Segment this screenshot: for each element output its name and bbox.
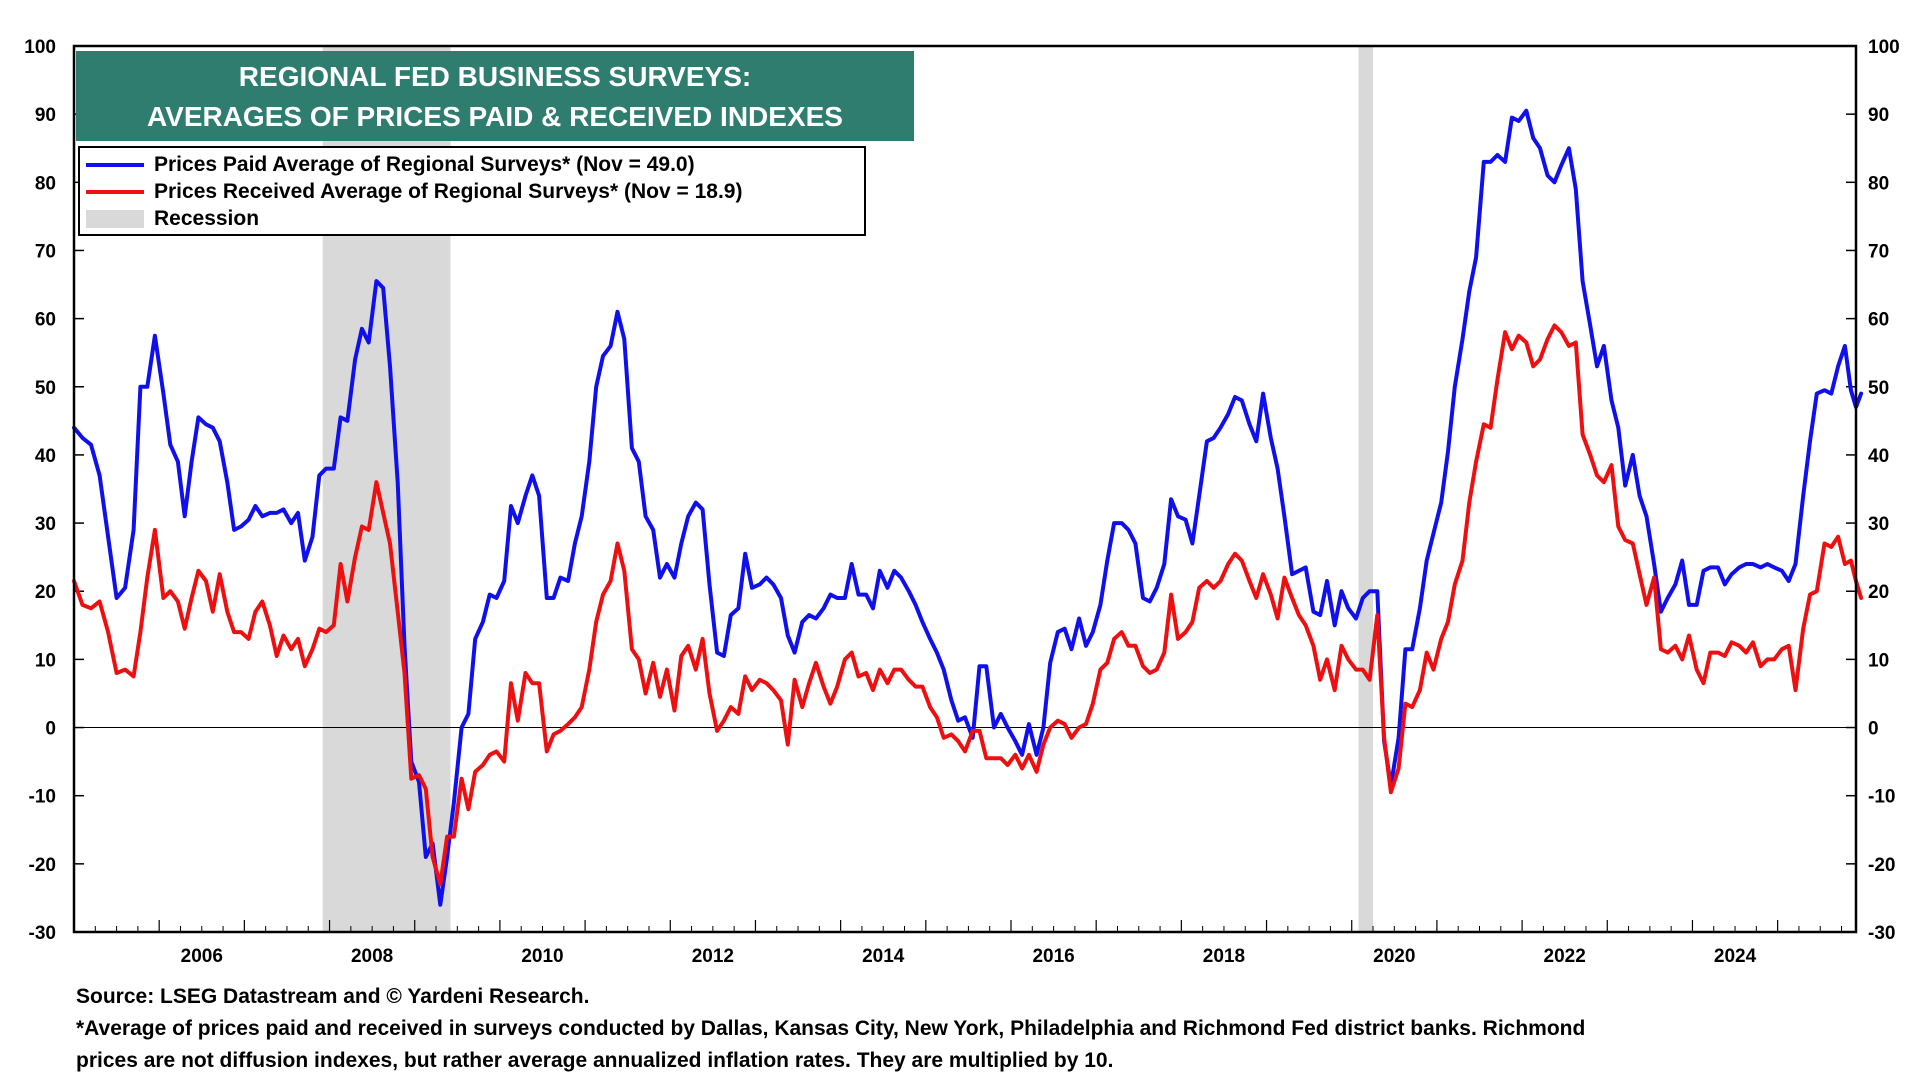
y-tick-right-label: 20 [1868, 582, 1889, 603]
legend-label-paid: Prices Paid Average of Regional Surveys*… [154, 153, 695, 176]
y-tick-left-label: 30 [35, 514, 56, 535]
x-tick-label: 2022 [1544, 946, 1586, 967]
x-tick-label: 2016 [1032, 946, 1074, 967]
y-tick-left-label: 10 [35, 650, 56, 671]
y-tick-right-label: 90 [1868, 105, 1889, 126]
x-tick-label: 2024 [1714, 946, 1757, 967]
footer-note-line-2: prices are not diffusion indexes, but ra… [76, 1049, 1114, 1072]
footer-source: Source: LSEG Datastream and © Yardeni Re… [76, 985, 590, 1008]
y-tick-left-label: 90 [35, 105, 56, 126]
y-tick-left-label: 100 [24, 37, 56, 58]
y-tick-left-label: -10 [29, 787, 56, 808]
x-tick-label: 2014 [862, 946, 905, 967]
x-tick-label: 2020 [1373, 946, 1415, 967]
y-tick-right-label: 30 [1868, 514, 1889, 535]
y-tick-right-label: -20 [1868, 855, 1895, 876]
y-tick-left-label: 70 [35, 241, 56, 262]
series-line-received [72, 323, 1864, 887]
legend-entry-paid: Prices Paid Average of Regional Surveys*… [86, 152, 695, 178]
y-tick-right-label: 70 [1868, 241, 1889, 262]
y-tick-right-label: 10 [1868, 650, 1889, 671]
y-tick-right-label: 50 [1868, 378, 1889, 399]
y-tick-right-label: 100 [1868, 37, 1900, 58]
y-tick-left-label: 60 [35, 310, 56, 331]
y-tick-right-label: -30 [1868, 923, 1895, 944]
legend-swatch-received [86, 190, 144, 194]
legend-swatch-recession [86, 210, 144, 228]
y-tick-left-label: 50 [35, 378, 56, 399]
y-tick-right-label: -10 [1868, 787, 1895, 808]
series-line-paid [72, 108, 1864, 907]
x-tick-label: 2008 [351, 946, 393, 967]
x-tick-label: 2010 [521, 946, 563, 967]
y-tick-left-label: 40 [35, 446, 56, 467]
chart-title-box: REGIONAL FED BUSINESS SURVEYS: AVERAGES … [76, 51, 914, 141]
chart-title-line-2: AVERAGES OF PRICES PAID & RECEIVED INDEX… [147, 101, 843, 132]
legend-entry-received: Prices Received Average of Regional Surv… [86, 179, 742, 205]
y-tick-right-label: 0 [1868, 719, 1879, 740]
y-tick-right-label: 80 [1868, 173, 1889, 194]
x-tick-label: 2018 [1203, 946, 1245, 967]
plot-frame [72, 44, 1858, 934]
legend-swatch-paid [86, 163, 144, 167]
y-tick-left-label: 80 [35, 173, 56, 194]
y-tick-right-label: 60 [1868, 310, 1889, 331]
y-tick-left-label: -20 [29, 855, 56, 876]
y-tick-left-label: 0 [45, 719, 56, 740]
footer-note-line-1: *Average of prices paid and received in … [76, 1017, 1586, 1040]
recession-band-1 [1358, 46, 1374, 932]
legend: Prices Paid Average of Regional Surveys*… [78, 146, 866, 236]
y-tick-left-label: -30 [29, 923, 56, 944]
x-tick-label: 2012 [692, 946, 734, 967]
legend-label-recession: Recession [154, 207, 260, 230]
legend-entry-recession: Recession [86, 206, 259, 232]
y-tick-left-label: 20 [35, 582, 56, 603]
chart-title-line-1: REGIONAL FED BUSINESS SURVEYS: [238, 61, 752, 92]
x-tick-label: 2006 [181, 946, 223, 967]
y-tick-right-label: 40 [1868, 446, 1889, 467]
legend-label-received: Prices Received Average of Regional Surv… [154, 180, 743, 203]
